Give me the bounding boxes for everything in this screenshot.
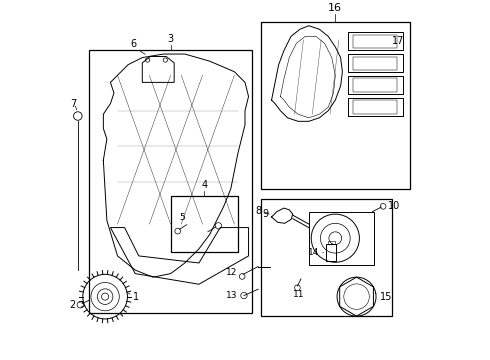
Bar <box>89 50 252 312</box>
Text: 6: 6 <box>131 39 137 49</box>
Bar <box>261 199 392 316</box>
Text: 2: 2 <box>69 301 75 310</box>
Text: 5: 5 <box>179 213 185 222</box>
Text: 8: 8 <box>256 206 262 216</box>
Text: 14: 14 <box>308 248 319 257</box>
Text: 3: 3 <box>168 34 173 44</box>
Text: 11: 11 <box>293 290 305 299</box>
Text: 12: 12 <box>226 268 237 277</box>
Bar <box>353 100 397 114</box>
Bar <box>309 212 374 265</box>
Text: 4: 4 <box>201 180 207 190</box>
Bar <box>353 78 397 92</box>
Bar <box>261 22 410 189</box>
Bar <box>326 244 336 261</box>
Bar <box>327 241 335 244</box>
Text: 9: 9 <box>263 209 269 219</box>
Bar <box>353 35 397 48</box>
Text: 7: 7 <box>70 99 76 109</box>
Bar <box>171 196 238 252</box>
Text: 15: 15 <box>380 292 392 302</box>
Text: 10: 10 <box>389 201 401 211</box>
Text: 17: 17 <box>392 36 404 46</box>
Text: 13: 13 <box>226 291 237 300</box>
Text: 1: 1 <box>133 292 140 302</box>
Text: 16: 16 <box>328 3 343 13</box>
Bar <box>353 57 397 70</box>
